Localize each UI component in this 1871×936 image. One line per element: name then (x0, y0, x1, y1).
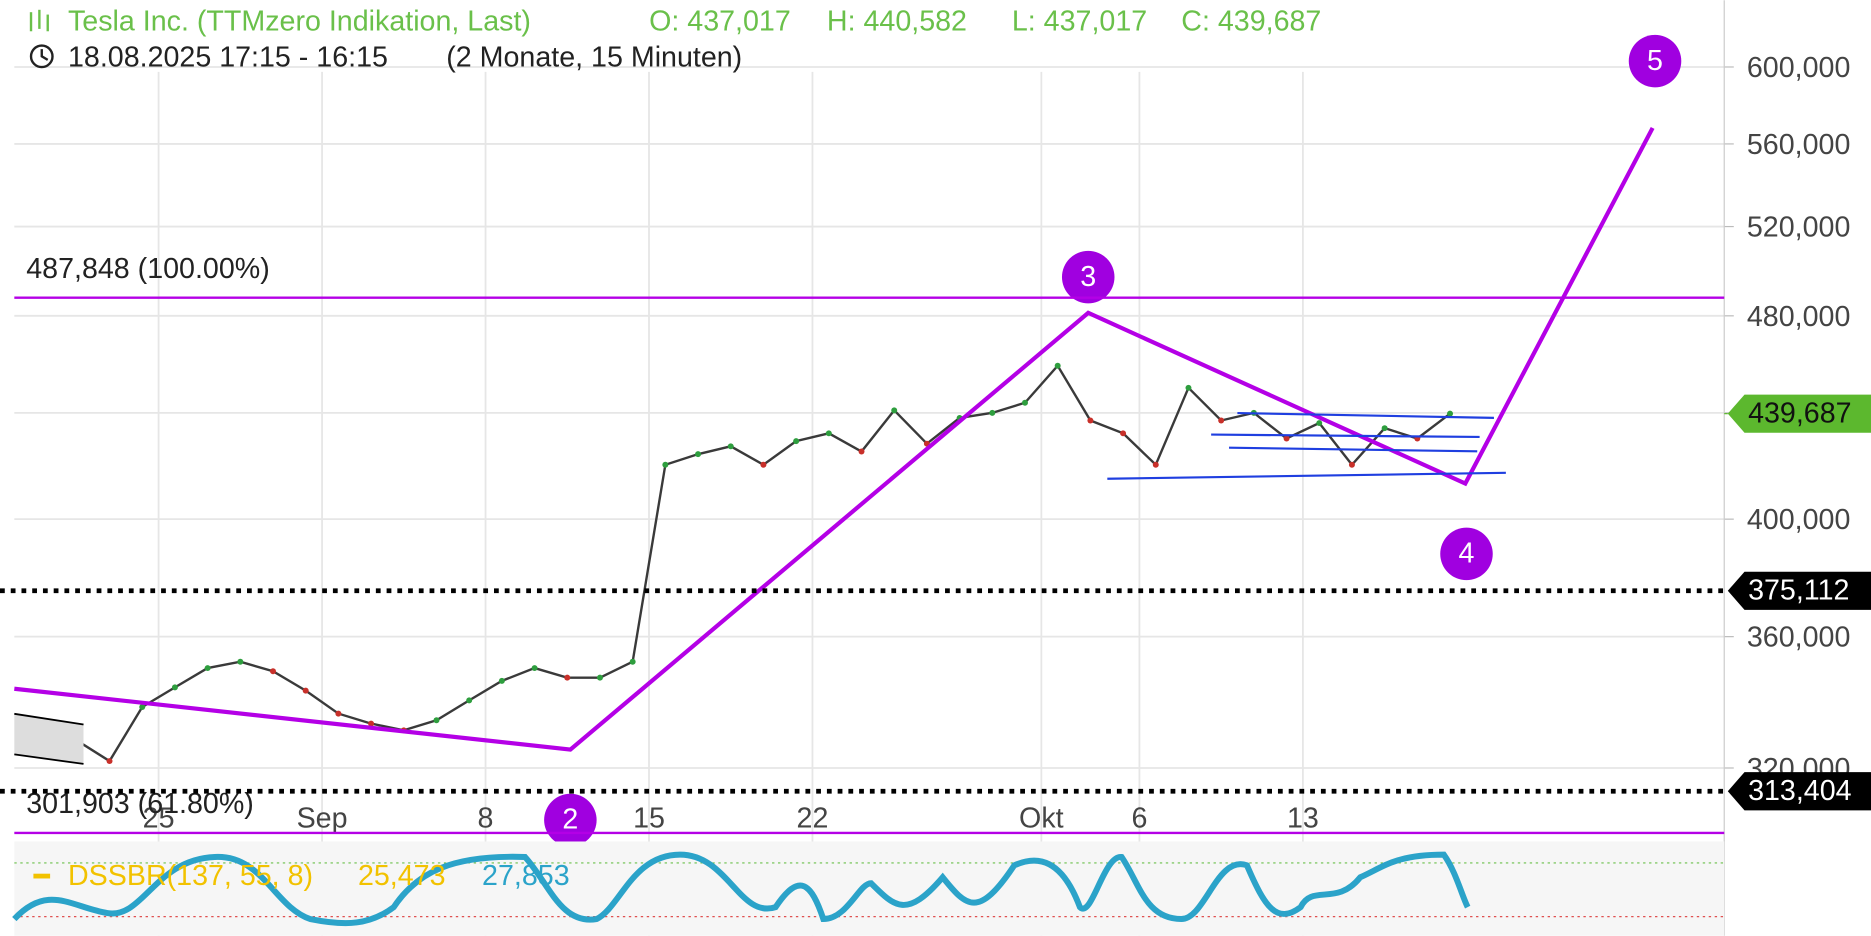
last-price-badge (1727, 394, 1871, 433)
grid: 320,000360,000400,000440,000480,000520,0… (14, 0, 1850, 936)
header: Tesla Inc. (TTMzero Indikation, Last) O:… (29, 5, 1321, 73)
x-tick-label: 22 (797, 803, 829, 835)
x-tick-label: 15 (633, 803, 665, 835)
indicator-value: 27,853 (482, 860, 570, 892)
wave-label: 4 (1459, 538, 1475, 570)
price-point (1185, 384, 1192, 391)
y-tick-label: 520,000 (1747, 212, 1850, 244)
ohlc: O: 437,017 (649, 5, 791, 37)
wave-label: 3 (1080, 261, 1096, 293)
price-point (564, 674, 571, 681)
ohlc: L: 437,017 (1012, 5, 1147, 37)
price-marker-badge (1727, 772, 1871, 811)
price-point (825, 430, 832, 437)
price-point (891, 407, 898, 414)
period: (2 Monate, 15 Minuten) (446, 41, 742, 73)
indicator-panel: DSSBR(137, 55, 8) 25,473 27,853 (12, 841, 1725, 936)
x-tick-label: Okt (1019, 803, 1064, 835)
title: Tesla Inc. (TTMzero Indikation, Last) (68, 5, 531, 37)
price-point (1120, 430, 1127, 437)
price-point (1022, 399, 1028, 406)
price-point (531, 665, 538, 672)
price-point (858, 448, 865, 455)
price-point (793, 438, 800, 445)
x-tick-label: 13 (1287, 803, 1319, 835)
price-point (1348, 461, 1355, 468)
price-line (43, 363, 1451, 763)
price-point (237, 658, 244, 665)
price-point (662, 461, 669, 468)
price-point (1381, 425, 1388, 432)
marks (41, 362, 1454, 765)
x-tick-label: Sep (297, 803, 348, 835)
price-point (629, 658, 636, 665)
price-point (498, 677, 505, 684)
price-marker-label: 375,112 (1748, 575, 1849, 607)
price-point (433, 717, 440, 724)
price-point (1087, 417, 1094, 424)
y-tick-label: 560,000 (1747, 129, 1850, 161)
wave-label: 5 (1647, 45, 1663, 77)
wave-label: 2 (562, 804, 578, 836)
y-tick-label: 400,000 (1747, 504, 1850, 536)
price-point (695, 451, 702, 458)
y-tick-label: 360,000 (1747, 622, 1850, 654)
price-point (466, 697, 473, 704)
wave-labels: 2 3 4 5 (544, 34, 1682, 847)
level-label: 487,848 (100.00%) (26, 253, 270, 285)
price-point (171, 684, 178, 691)
channel-lines (1107, 412, 1506, 480)
x-tick-label: 25 (143, 803, 175, 835)
indicator-name: DSSBR(137, 55, 8) (68, 860, 313, 892)
channel-lines (14, 712, 84, 765)
price-point (204, 665, 211, 672)
price-point (1218, 417, 1225, 424)
price-point (1447, 410, 1454, 417)
price-point (760, 461, 767, 468)
x-tick-label: 8 (478, 803, 494, 835)
price-point (270, 668, 276, 675)
price-point (335, 710, 342, 717)
ohlc: C: 439,687 (1181, 5, 1321, 37)
price-point (1054, 362, 1061, 369)
last-price-label: 439,687 (1748, 397, 1851, 429)
price-point (106, 758, 113, 765)
subtitle: 18.08.2025 17:15 - 16:15 (68, 41, 388, 73)
price-marker-label: 313,404 (1748, 775, 1852, 807)
y-tick-label: 480,000 (1747, 301, 1850, 333)
price-point (302, 687, 309, 694)
price-point (989, 409, 996, 416)
x-tick-label: 6 (1131, 803, 1147, 835)
price-point (727, 443, 734, 450)
ohlc: H: 440,582 (827, 5, 967, 37)
price-point (368, 720, 375, 727)
price-point (1316, 420, 1323, 427)
price-point (1283, 435, 1290, 442)
indicator-value: 25,473 (358, 860, 446, 892)
y-tick-label: 600,000 (1747, 52, 1850, 84)
price-marker-badge (1727, 571, 1871, 610)
wave-line (14, 126, 1655, 752)
price-point (596, 674, 603, 681)
price-point (139, 703, 146, 710)
price-point (1152, 461, 1159, 468)
